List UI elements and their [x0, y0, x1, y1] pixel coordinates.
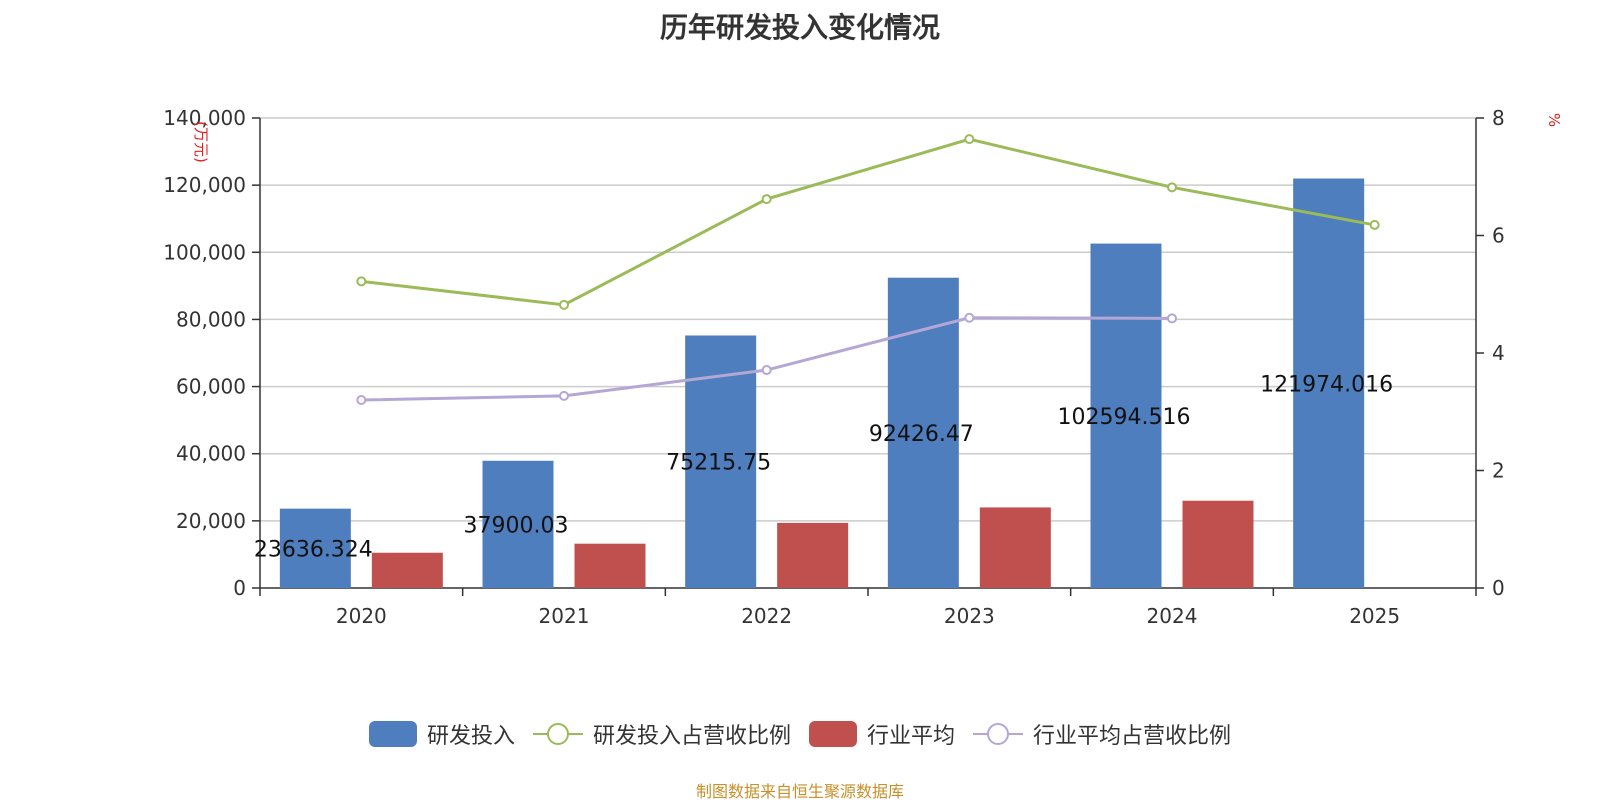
- line-point: [356, 276, 367, 287]
- bar: [574, 543, 646, 588]
- y-right-tick-label: 4: [1492, 341, 1505, 365]
- line-point: [964, 134, 975, 145]
- axis-layer: 0 20,000 40,000 60,000 80,000 100,000 120,000 1…: [163, 106, 1563, 628]
- grid-layer: [260, 117, 1476, 522]
- legend-label: 行业平均: [867, 724, 956, 749]
- legend-label: 研发投入占营收比例: [592, 724, 791, 749]
- y-left-tick-label: 60,000: [176, 375, 246, 399]
- line-layer: [356, 134, 1380, 405]
- y-left-tick-label: 120,000: [163, 173, 246, 197]
- chart-title: 历年研发投入变化情况: [659, 11, 940, 44]
- label-layer: 23636.324 37900.03 75215.75 92426.47 102594.…: [254, 372, 1393, 562]
- y-right-tick-label: 2: [1492, 459, 1505, 483]
- line-point: [356, 395, 367, 405]
- y-left-tick-label: 0: [233, 576, 246, 600]
- y-left-tick-label: 80,000: [176, 307, 246, 331]
- line-point: [1167, 313, 1177, 324]
- bar: [979, 507, 1051, 588]
- x-tick-label: 2021: [539, 604, 590, 628]
- y-right-tick-label: 8: [1492, 106, 1505, 130]
- y-right-unit: %: [1545, 113, 1563, 127]
- data-label: 23636.324: [254, 537, 373, 562]
- y-left-unit: (万元): [192, 121, 210, 163]
- x-tick-label: 2022: [741, 604, 792, 628]
- x-tick-label: 2020: [336, 604, 387, 628]
- bar: [371, 552, 443, 588]
- legend-label: 行业平均占营收比例: [1033, 724, 1232, 749]
- legend-swatch-line-icon: [532, 723, 583, 745]
- bar: [279, 508, 351, 588]
- line-point: [559, 299, 569, 310]
- legend-item-rd-investment[interactable]: 研发投入: [368, 718, 515, 750]
- data-label: 102594.516: [1058, 405, 1191, 430]
- data-label: 75215.75: [666, 451, 771, 476]
- legend-swatch-bar-icon: [809, 721, 857, 747]
- bar-layer: [279, 178, 1365, 588]
- x-tick-label: 2023: [944, 604, 995, 628]
- line-point: [1167, 182, 1177, 193]
- legend-swatch-bar-icon: [368, 721, 417, 747]
- legend-label: 研发投入: [426, 724, 515, 749]
- bar: [1090, 243, 1162, 588]
- data-source-note: 制图数据来自恒生聚源数据库: [695, 782, 904, 801]
- legend-swatch-line-icon: [973, 723, 1024, 745]
- y-left-tick-label: 20,000: [176, 509, 246, 533]
- legend-item-rd-ratio[interactable]: 研发投入占营收比例: [532, 718, 791, 750]
- y-right-tick-label: 0: [1492, 576, 1505, 600]
- data-label: 37900.03: [464, 513, 569, 538]
- x-tick-label: 2025: [1349, 604, 1400, 628]
- line-point: [559, 390, 569, 401]
- series-line: [361, 137, 1375, 307]
- bar: [1182, 500, 1254, 588]
- legend: 研发投入 研发投入占营收比例 行业平均 行业平均占营收比例: [0, 718, 1600, 750]
- y-left-tick-label: 140,000: [163, 106, 246, 130]
- line-point: [1369, 219, 1380, 230]
- bar: [482, 460, 554, 588]
- y-right-tick-label: 6: [1492, 224, 1505, 248]
- y-left-tick-label: 40,000: [176, 442, 246, 466]
- series-line: [361, 316, 1173, 402]
- legend-item-industry-average[interactable]: 行业平均: [809, 718, 955, 750]
- data-label: 121974.016: [1260, 372, 1393, 397]
- line-point: [761, 194, 772, 205]
- bar: [1293, 178, 1365, 588]
- line-point: [964, 312, 975, 323]
- line-point: [761, 365, 772, 376]
- y-left-tick-label: 100,000: [163, 240, 246, 264]
- data-label: 92426.47: [869, 422, 974, 447]
- legend-item-industry-ratio[interactable]: 行业平均占营收比例: [973, 718, 1231, 750]
- bar: [777, 522, 849, 588]
- x-tick-label: 2024: [1147, 604, 1198, 628]
